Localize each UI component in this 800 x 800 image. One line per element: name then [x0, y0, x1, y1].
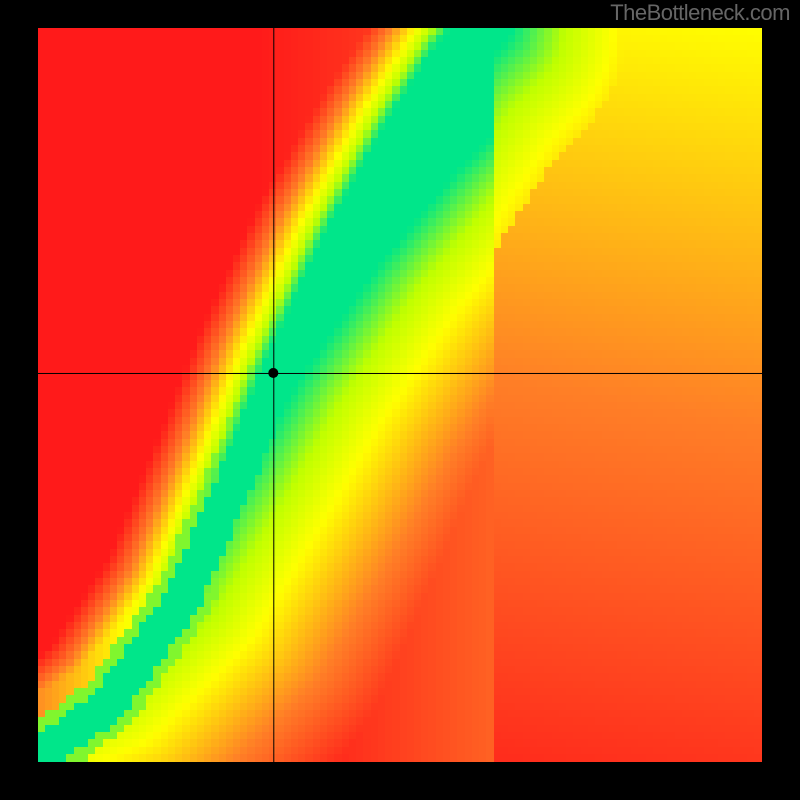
watermark-text: TheBottleneck.com	[610, 0, 790, 26]
heatmap-canvas	[38, 28, 762, 762]
chart-plot-area	[38, 28, 762, 762]
